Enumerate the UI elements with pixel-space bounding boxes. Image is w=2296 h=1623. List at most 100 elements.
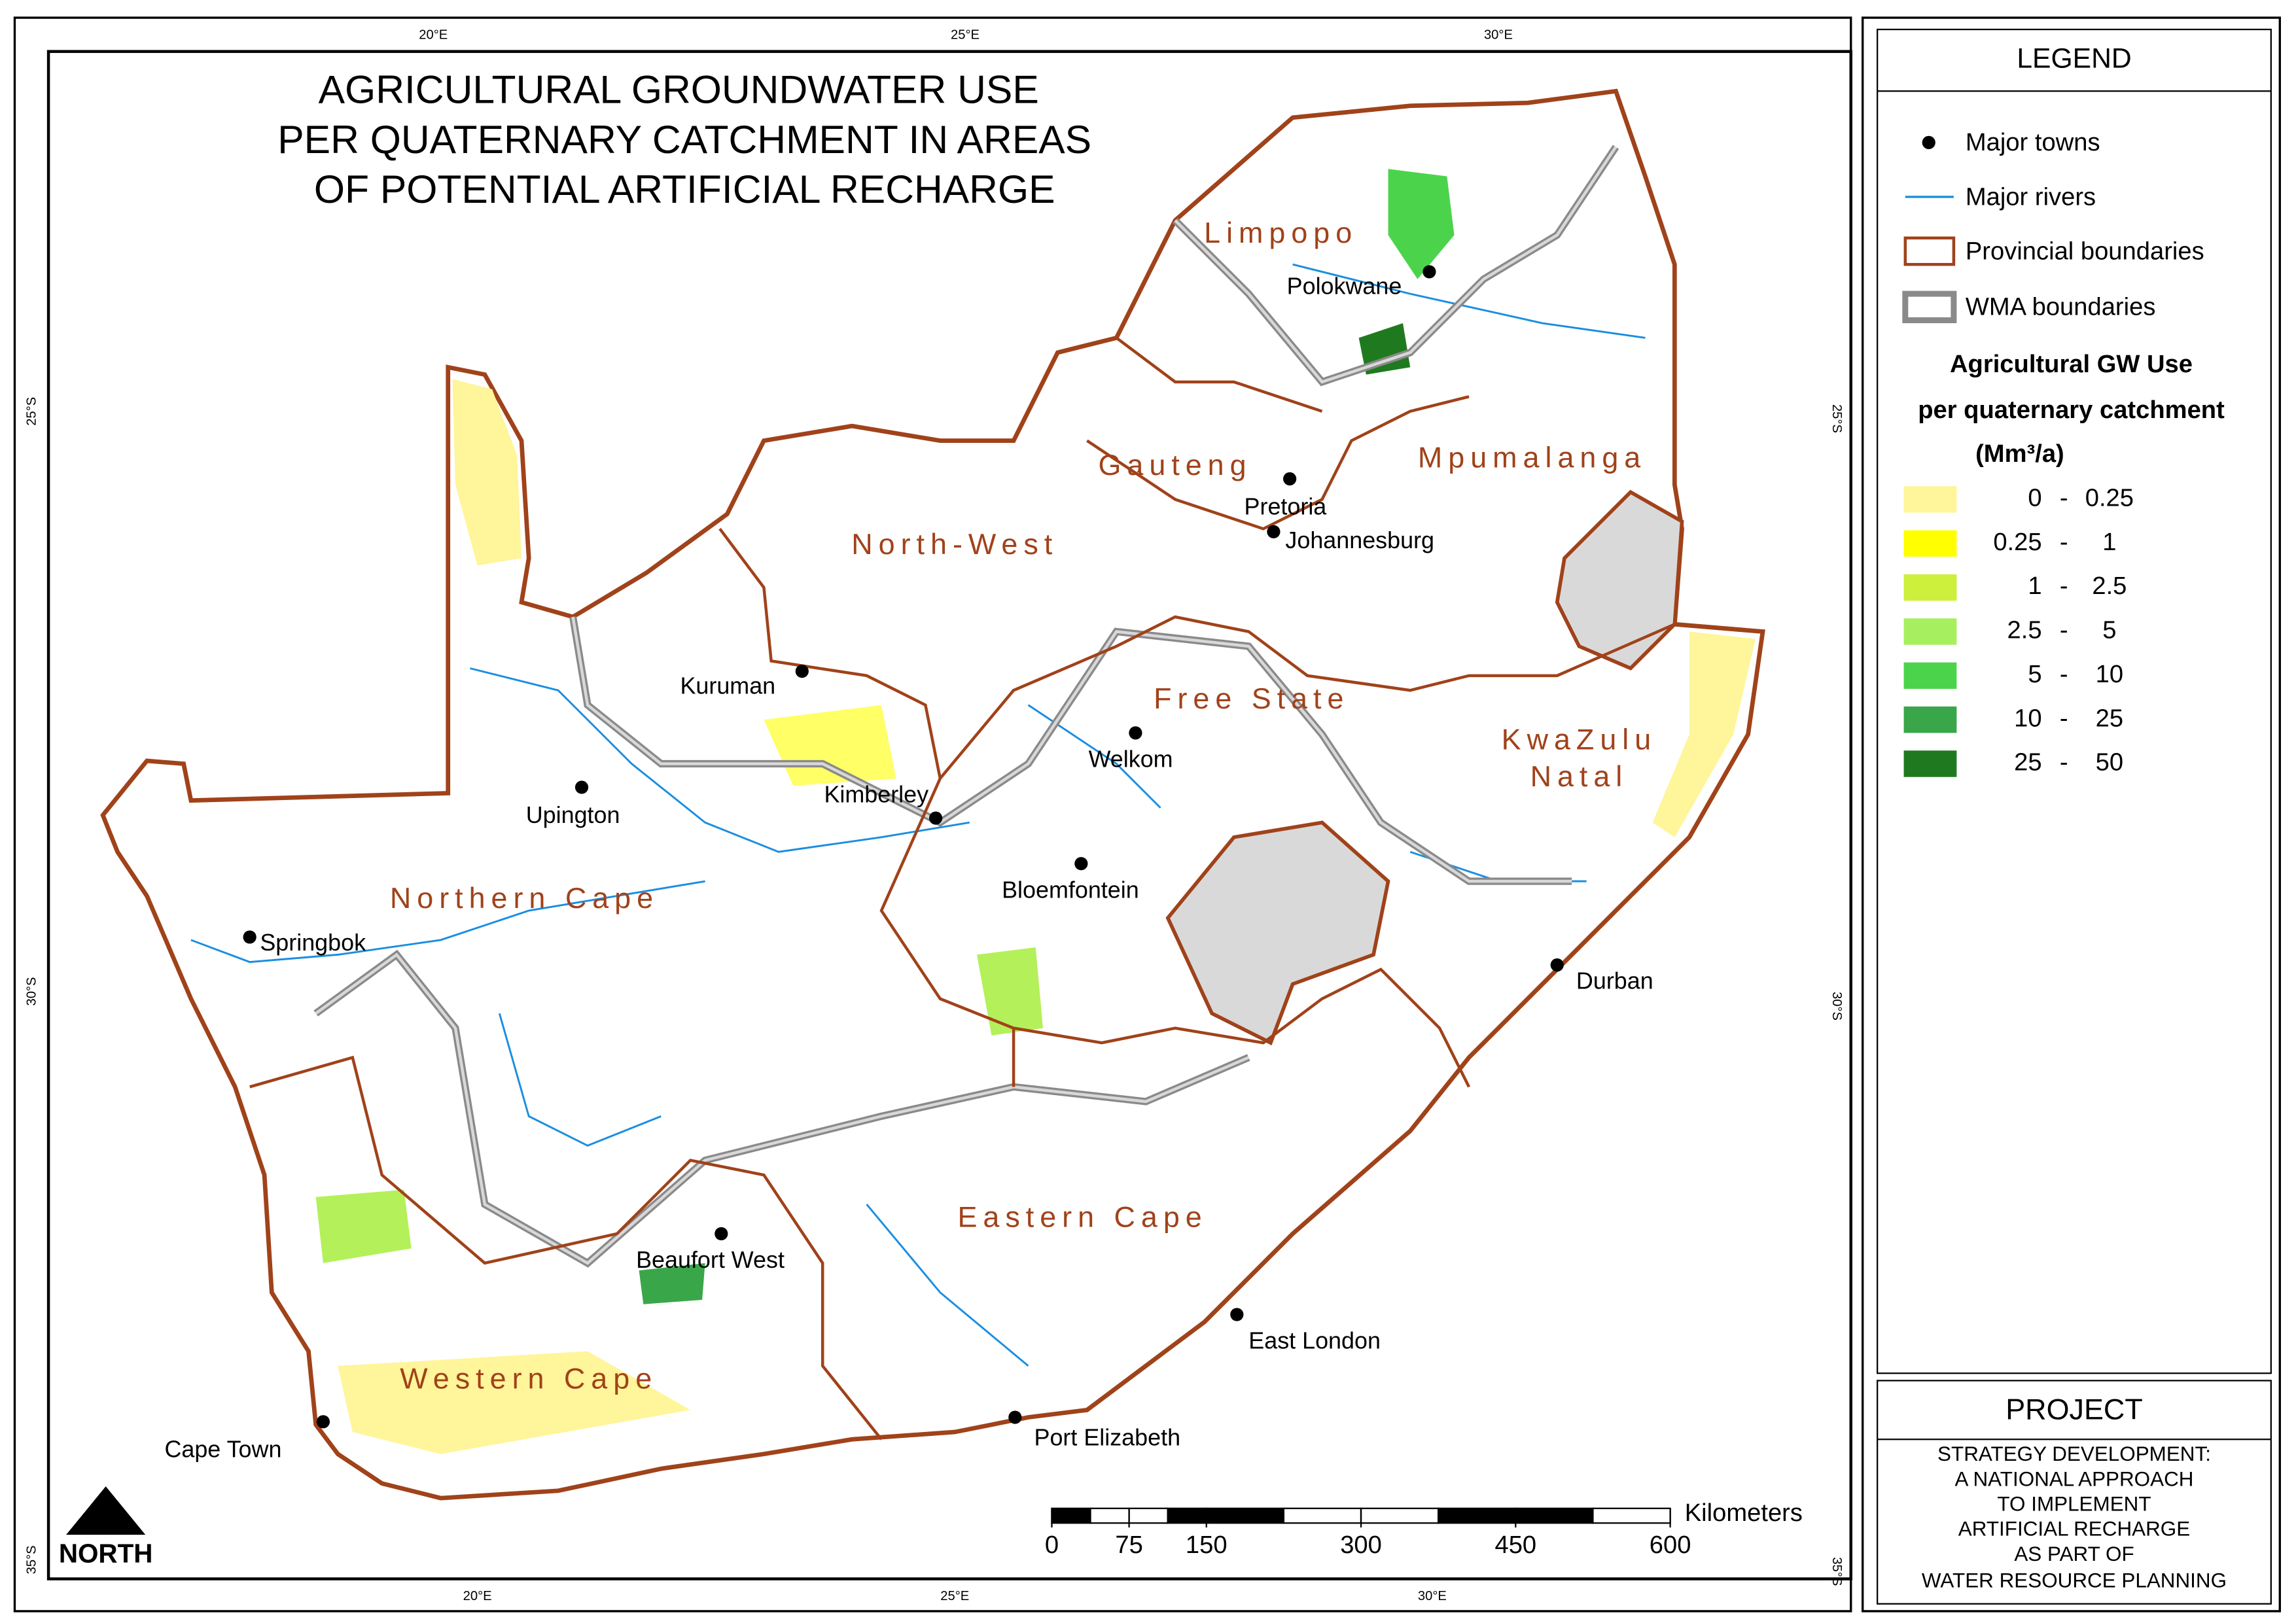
province-label: North-West [851,527,1058,561]
scale-label: 450 [1494,1531,1536,1559]
green-area [639,1263,705,1304]
green-area [1388,169,1455,279]
yellow-area [452,379,521,566]
town-dot [243,930,256,944]
scale-label: 75 [1115,1531,1142,1559]
scale-segment [1282,1507,1362,1524]
province-label: Mpumalanga [1418,441,1646,474]
scale-segment [1128,1507,1169,1524]
coord-label: 35°S [1829,1557,1844,1586]
scale-bar: 0 75 150 300 450 600 [1045,1507,1691,1559]
coord-label: 20°E [463,1589,492,1603]
class-from: 25 [2014,748,2041,777]
class-separator: - [2060,572,2068,600]
legend-swatch [1903,706,1957,733]
town-label: East London [1248,1327,1381,1354]
province-label: Western Cape [400,1361,658,1395]
green-area [315,1189,412,1263]
class-to: 1 [2102,528,2116,556]
class-to: 25 [2096,704,2123,732]
class-to: 10 [2096,660,2123,688]
town-label: Durban [1576,968,1653,994]
province-label: Natal [1530,759,1629,793]
province-label: Eastern Cape [957,1200,1207,1233]
river [498,1013,662,1147]
legend-symbol [1903,236,1956,266]
scale-segment [1592,1507,1671,1524]
yellow-area [1652,631,1756,837]
town-dot [1550,958,1564,972]
class-from: 0 [2028,484,2041,512]
legend-heading: Agricultural GW Use [1950,350,2193,378]
legend-item: Major rivers [1966,183,2096,211]
scale-segment [1515,1507,1594,1524]
provincial-boundary [1013,968,1471,1088]
class-from: 10 [2014,704,2041,732]
project-line: STRATEGY DEVELOPMENT: [1937,1442,2211,1465]
town-dot [1230,1308,1244,1321]
class-separator: - [2060,704,2068,732]
class-from: 5 [2028,660,2041,688]
town-label: Kimberley [824,780,928,807]
legend-heading: per quaternary catchment [1918,396,2225,424]
scale-segment [1051,1507,1091,1524]
town-dot [1074,857,1088,871]
yellow-area [338,1351,691,1454]
town-dot [1283,472,1297,486]
north-arrow [66,1486,146,1535]
class-separator: - [2060,484,2068,512]
class-to: 0.25 [2085,484,2134,512]
legend-item: WMA boundaries [1966,293,2156,321]
scale-label: 300 [1340,1531,1382,1559]
coord-label: 20°E [419,27,448,42]
class-separator: - [2060,660,2068,688]
project-line: ARTIFICIAL RECHARGE [1958,1518,2190,1541]
class-from: 0.25 [1993,528,2041,556]
town-label: Kuruman [680,672,775,699]
river [1292,263,1646,339]
legend-box [1877,28,2272,1374]
town-label: Welkom [1089,746,1173,773]
project-line: AS PART OF [2014,1543,2134,1565]
project-box [1877,1380,2272,1605]
project-title: PROJECT [2005,1392,2143,1425]
legend-swatch [1903,574,1957,601]
province-label: Limpopo [1204,216,1358,249]
town-dot [1422,265,1436,279]
town-label: Beaufort West [636,1246,785,1273]
coord-label: 25°S [25,397,39,426]
lesotho [1165,820,1390,1045]
class-separator: - [2060,616,2068,644]
town-dot [1008,1410,1022,1424]
provincial-boundary [939,615,1676,780]
town-label: Pretoria [1245,493,1327,519]
legend-symbol [1902,290,1957,324]
title-line: PER QUATERNARY CATCHMENT IN AREAS [277,117,1091,162]
province-label: Northern Cape [390,881,659,915]
legend-swatch [1903,486,1957,513]
scale-unit: Kilometers [1685,1499,1803,1527]
legend-item: Major towns [1966,128,2100,156]
scale-label: 600 [1650,1531,1691,1559]
project-line: A NATIONAL APPROACH [1955,1467,2194,1490]
town-label: Johannesburg [1285,527,1434,553]
legend-title: LEGEND [2017,43,2131,74]
town-label: Bloemfontein [1002,876,1139,903]
map-frame [46,50,1852,1580]
wma-boundary [571,616,1572,883]
scale-segment [1167,1507,1207,1524]
project-line: WATER RESOURCE PLANNING [1922,1569,2227,1592]
scale-segment [1089,1507,1130,1524]
scale-label: 150 [1186,1531,1227,1559]
class-from: 2.5 [2007,616,2042,644]
project-line: TO IMPLEMENT [1997,1493,2151,1516]
legend-swatch [1903,662,1957,689]
provincial-boundary [249,1055,883,1440]
legend-swatch [1903,618,1957,645]
legend-symbol [1922,135,1935,149]
town-label: Springbok [260,929,366,956]
town-dot [795,664,809,678]
legend-item: Provincial boundaries [1966,237,2204,265]
provincial-boundary [1115,336,1323,413]
